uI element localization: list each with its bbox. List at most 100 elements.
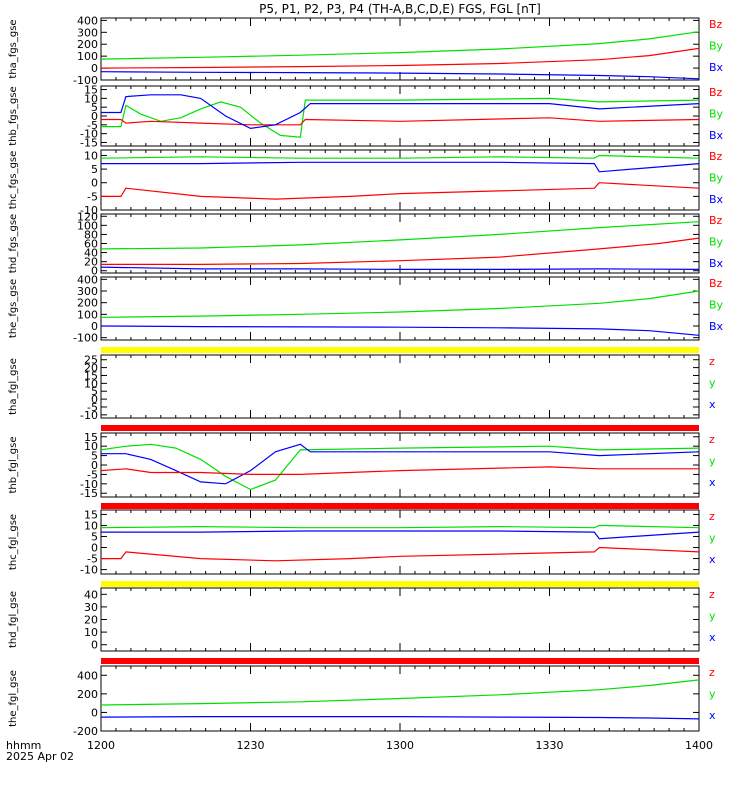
no-data-bar (101, 658, 699, 664)
y-tick-label: 80 (84, 228, 98, 241)
y-tick-label: 5 (91, 163, 98, 176)
legend-entry-x: x (709, 476, 716, 489)
y-axis-label: thc_fgl_gse (8, 514, 19, 570)
y-tick-label: -10 (80, 128, 98, 141)
legend-entry-y: y (709, 688, 716, 701)
legend-entry-Bz: Bz (709, 150, 723, 163)
y-axis-label: thc_fgs_gse (8, 151, 19, 210)
y-tick-label: -10 (80, 564, 98, 577)
y-axis-label: thb_fgs_gse (8, 86, 19, 145)
legend-entry-Bx: Bx (709, 193, 724, 206)
y-tick-label: -100 (73, 332, 98, 345)
series-line-By (100, 154, 700, 159)
y-tick-label: 300 (77, 285, 98, 298)
y-tick-label: -15 (80, 487, 98, 500)
panel-frame (100, 276, 700, 341)
y-tick-label: -10 (80, 204, 98, 217)
legend-entry-y: y (709, 532, 716, 545)
y-tick-label: 0 (91, 542, 98, 555)
series-line-z (100, 466, 699, 475)
y-tick-label: 20 (84, 256, 98, 269)
y-tick-label: 40 (84, 588, 98, 601)
legend-entry-x: x (709, 631, 716, 644)
y-tick-label: -100 (73, 74, 98, 87)
series-line-Bx (100, 71, 700, 80)
legend-entry-Bx: Bx (709, 257, 724, 270)
time-format-label: hhmm (6, 739, 41, 752)
y-tick-label: 5 (91, 530, 98, 543)
chart-title: P5, P1, P2, P3, P4 (TH-A,B,C,D,E) FGS, F… (259, 2, 541, 16)
x-tick-label: 1230 (237, 739, 265, 752)
y-tick-label: 5 (91, 101, 98, 114)
series-line-By (101, 97, 700, 138)
series-line-Bz (101, 117, 700, 126)
y-tick-label: -5 (87, 119, 98, 132)
y-tick-label: 0 (91, 393, 98, 406)
panel-frame (100, 85, 700, 147)
y-tick-label: -5 (87, 553, 98, 566)
series-line-Bz (101, 237, 700, 265)
y-tick-label: 15 (84, 508, 98, 521)
y-tick-label: -5 (87, 468, 98, 481)
panel-frame (100, 354, 700, 419)
y-tick-label: 100 (77, 308, 98, 321)
series-line-x (100, 715, 700, 720)
y-tick-label: 40 (84, 247, 98, 260)
y-tick-label: 20 (84, 614, 98, 627)
series-line-By (100, 221, 700, 250)
no-data-bar (101, 425, 699, 431)
legend-entry-By: By (709, 108, 724, 121)
y-axis-label: tha_fgl_gse (8, 358, 19, 415)
x-tick-label: 1300 (386, 739, 414, 752)
legend-entry-z: z (709, 510, 715, 523)
y-tick-label: -5 (87, 190, 98, 203)
legend-entry-By: By (709, 172, 724, 185)
legend-entry-Bx: Bx (709, 129, 724, 142)
legend-entry-Bx: Bx (709, 320, 724, 333)
y-tick-label: 0 (91, 639, 98, 652)
y-tick-label: 15 (84, 84, 98, 97)
legend-entry-y: y (709, 455, 716, 468)
y-tick-label: 200 (77, 38, 98, 51)
y-tick-label: 5 (91, 450, 98, 463)
series-line-By (100, 31, 700, 60)
legend-entry-Bz: Bz (709, 18, 723, 31)
y-axis-label: thd_fgs_gse (8, 214, 19, 273)
y-tick-label: 0 (91, 320, 98, 333)
legend-entry-y: y (709, 610, 716, 623)
series-line-Bx (100, 325, 700, 336)
y-tick-label: 0 (91, 706, 98, 719)
x-tick-label: 1400 (685, 739, 713, 752)
legend-entry-Bz: Bz (709, 86, 723, 99)
series-line-x (101, 530, 700, 540)
no-data-bar (101, 503, 699, 509)
panel-frame (100, 432, 700, 498)
legend-entry-z: z (709, 666, 715, 679)
y-tick-label: 200 (77, 688, 98, 701)
y-tick-label: 300 (77, 26, 98, 39)
y-tick-label: 0 (91, 459, 98, 472)
series-line-y (100, 443, 700, 491)
y-tick-label: 5 (91, 385, 98, 398)
no-data-bar (101, 581, 699, 587)
legend-entry-x: x (709, 398, 716, 411)
legend-entry-z: z (709, 588, 715, 601)
y-tick-label: 0 (91, 265, 98, 278)
series-line-Bx (101, 94, 700, 130)
y-tick-label: 10 (84, 377, 98, 390)
y-tick-label: 10 (84, 149, 98, 162)
y-tick-label: -10 (80, 478, 98, 491)
y-tick-label: 15 (84, 431, 98, 444)
y-tick-label: 30 (84, 601, 98, 614)
panel-frame (100, 509, 700, 575)
y-tick-label: 100 (77, 219, 98, 232)
legend-entry-Bz: Bz (709, 277, 723, 290)
y-axis-label: the_fgs_gse (8, 279, 19, 338)
legend-entry-By: By (709, 40, 724, 53)
